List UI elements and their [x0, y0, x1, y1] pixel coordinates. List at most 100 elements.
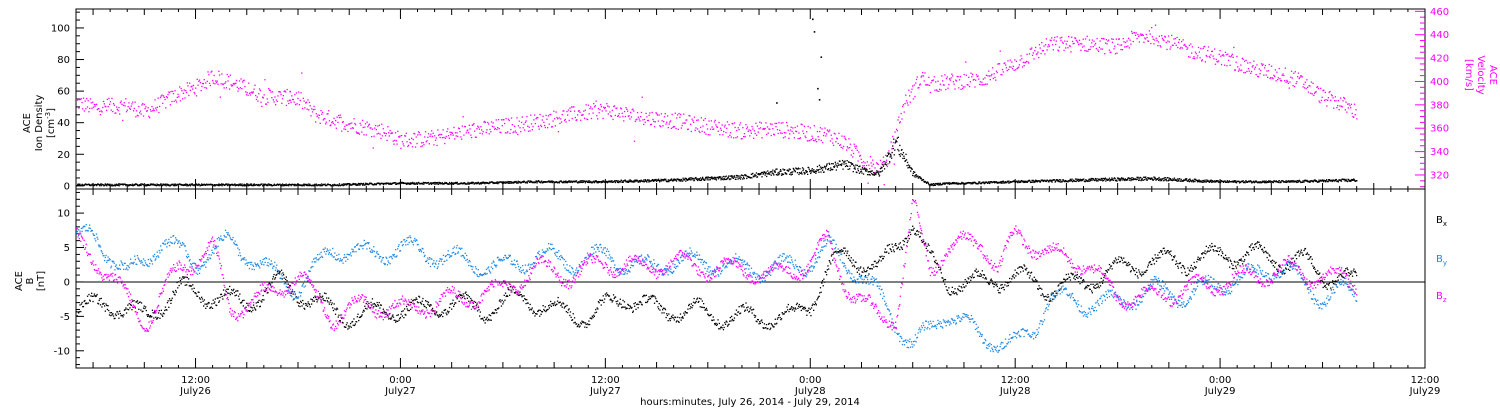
velocity-point — [954, 88, 956, 90]
bx-point — [137, 302, 139, 305]
velocity-point — [1194, 57, 1196, 60]
bx-point — [333, 303, 335, 305]
velocity-point — [586, 118, 588, 120]
velocity-point — [889, 162, 891, 164]
velocity-point — [225, 87, 228, 89]
velocity-point — [376, 133, 378, 135]
velocity-point — [79, 99, 81, 101]
velocity-point — [963, 73, 965, 76]
density-point — [244, 184, 246, 186]
density-point — [870, 170, 872, 172]
density-point — [303, 185, 305, 187]
velocity-point — [118, 106, 120, 109]
density-point — [348, 183, 350, 185]
density-point — [306, 183, 308, 186]
density-point — [607, 180, 609, 182]
velocity-point — [1108, 39, 1110, 41]
velocity-point — [617, 115, 619, 117]
velocity-point — [734, 126, 736, 129]
velocity-point — [725, 131, 727, 134]
density-point — [620, 181, 622, 183]
density-point — [1209, 180, 1211, 183]
velocity-point — [443, 136, 445, 139]
velocity-point — [133, 107, 135, 110]
velocity-point — [690, 123, 692, 125]
velocity-point — [1338, 109, 1340, 111]
density-point — [673, 178, 676, 180]
density-point — [828, 162, 830, 164]
velocity-point — [302, 97, 304, 99]
density-point — [332, 184, 334, 186]
density-point — [1067, 181, 1069, 183]
bx-point — [304, 302, 307, 305]
density-point — [1111, 178, 1114, 180]
velocity-point — [226, 73, 228, 76]
velocity-point — [799, 137, 802, 139]
density-point — [689, 179, 691, 181]
density-point — [341, 184, 344, 186]
density-point — [177, 184, 179, 186]
velocity-point — [1149, 33, 1151, 35]
density-point — [558, 182, 560, 184]
density-point — [497, 183, 499, 185]
density-point — [163, 183, 165, 185]
density-point — [161, 183, 163, 185]
density-point — [445, 182, 447, 184]
density-point — [1224, 180, 1226, 182]
velocity-point — [140, 113, 142, 115]
velocity-point — [704, 117, 706, 120]
velocity-point — [326, 113, 328, 115]
density-point — [743, 178, 745, 180]
velocity-point — [1243, 72, 1245, 74]
density-point — [1197, 180, 1200, 183]
density-point — [496, 182, 498, 184]
velocity-point — [645, 112, 647, 115]
density-point — [375, 184, 377, 186]
velocity-point — [477, 125, 479, 127]
velocity-point — [338, 114, 340, 117]
bx-point — [315, 296, 317, 299]
density-point — [701, 179, 703, 181]
velocity-point — [1038, 56, 1040, 59]
bx-point — [89, 299, 91, 301]
velocity-point — [357, 132, 359, 134]
velocity-point — [852, 152, 855, 155]
velocity-point — [312, 109, 314, 111]
velocity-point — [1123, 41, 1125, 43]
velocity-point — [1090, 46, 1092, 48]
velocity-point — [514, 130, 517, 132]
density-point — [994, 182, 996, 184]
density-point — [851, 163, 853, 166]
density-point — [1176, 178, 1179, 180]
density-point — [1094, 179, 1096, 181]
bx-point — [83, 300, 85, 303]
velocity-point — [234, 82, 236, 85]
velocity-point — [942, 80, 944, 82]
velocity-point — [398, 136, 400, 138]
density-point — [481, 182, 483, 184]
density-point — [503, 181, 506, 183]
density-point — [244, 185, 246, 187]
bx-point — [148, 315, 150, 317]
density-point — [241, 183, 243, 185]
bx-point — [237, 290, 239, 292]
density-point — [765, 171, 767, 173]
density-point — [841, 159, 844, 162]
density-point — [1057, 179, 1059, 182]
density-point — [513, 181, 515, 183]
density-point — [581, 180, 583, 182]
density-point — [724, 178, 726, 181]
density-point — [915, 174, 917, 176]
velocity-point — [630, 116, 633, 118]
velocity-point — [410, 142, 412, 145]
bx-point — [285, 278, 287, 281]
velocity-point — [1122, 38, 1124, 40]
density-point — [995, 181, 997, 184]
velocity-point — [765, 122, 767, 124]
bx-point — [128, 303, 130, 305]
velocity-point — [933, 76, 935, 78]
density-point — [919, 176, 921, 178]
bx-point — [220, 293, 223, 295]
density-point — [727, 177, 729, 179]
density-point — [517, 180, 519, 182]
